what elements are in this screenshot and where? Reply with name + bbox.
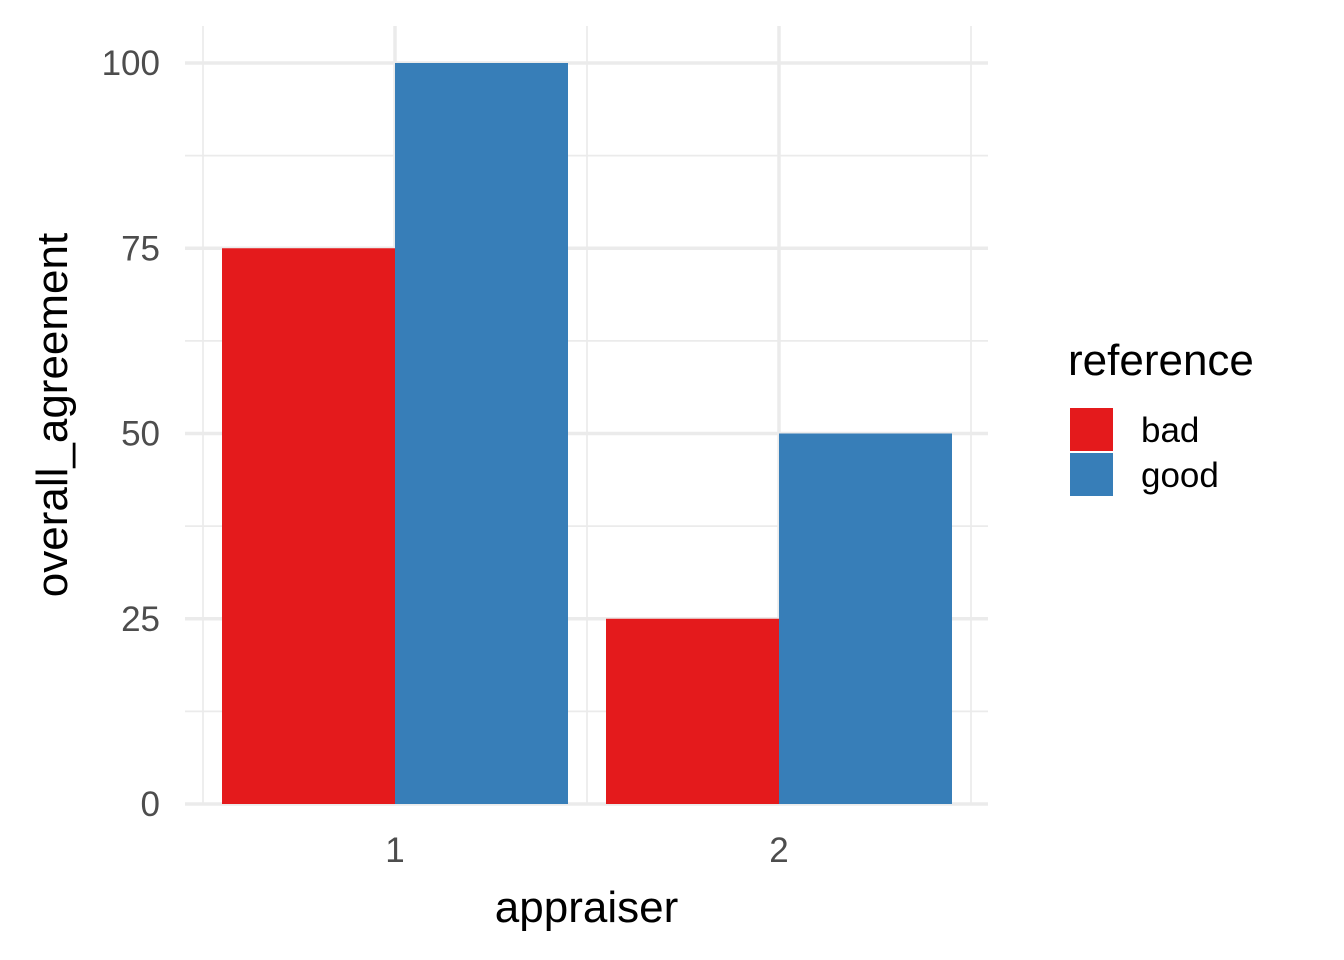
y-tick-label: 0 <box>141 785 160 824</box>
y-tick-label: 100 <box>102 44 160 83</box>
bar-bad-2 <box>606 618 779 804</box>
x-axis-title: appraiser <box>495 883 678 932</box>
y-axis-title: overall_agreement <box>28 233 77 597</box>
legend-title: reference <box>1068 336 1254 385</box>
legend-swatch-good <box>1070 453 1113 496</box>
bars <box>222 63 952 804</box>
legend-label-good: good <box>1141 456 1219 495</box>
bar-bad-1 <box>222 248 395 804</box>
bar-good-1 <box>395 63 568 804</box>
legend-items: bad good <box>1070 408 1219 496</box>
y-tick-label: 50 <box>121 415 160 454</box>
x-tick-label: 2 <box>769 831 788 870</box>
bar-good-2 <box>779 433 952 804</box>
y-axis-ticks: 0 25 50 75 100 <box>102 44 160 824</box>
legend-swatch-bad <box>1070 408 1113 451</box>
legend-label-bad: bad <box>1141 411 1199 450</box>
y-tick-label: 25 <box>121 600 160 639</box>
y-tick-label: 75 <box>121 229 160 268</box>
legend: reference bad good <box>1068 336 1254 496</box>
x-tick-label: 1 <box>385 831 404 870</box>
